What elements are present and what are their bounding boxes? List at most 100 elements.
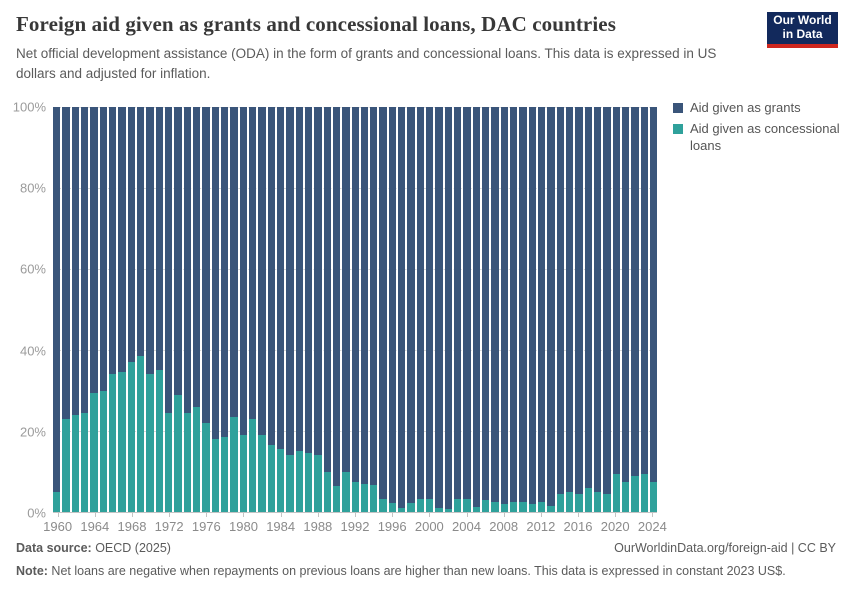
segment-loans-1965[interactable]: [99, 390, 107, 512]
segment-loans-1971[interactable]: [155, 370, 163, 512]
bar-1970[interactable]: [146, 107, 154, 512]
segment-loans-2011[interactable]: [528, 503, 537, 512]
bar-2022[interactable]: [631, 107, 639, 512]
segment-loans-2001[interactable]: [435, 507, 443, 512]
legend-item-loans[interactable]: Aid given as concessional loans: [673, 121, 847, 154]
owid-logo[interactable]: Our World in Data: [767, 12, 838, 48]
segment-grants-1982[interactable]: [258, 107, 266, 436]
segment-loans-1978[interactable]: [220, 437, 229, 512]
segment-grants-2006[interactable]: [482, 107, 490, 500]
bar-1986[interactable]: [295, 107, 303, 512]
segment-grants-1989[interactable]: [323, 107, 331, 472]
segment-grants-1965[interactable]: [99, 107, 107, 391]
bar-2011[interactable]: [528, 107, 537, 512]
segment-grants-1983[interactable]: [267, 107, 275, 446]
bar-1988[interactable]: [314, 107, 322, 512]
segment-loans-1997[interactable]: [398, 507, 406, 512]
segment-loans-1969[interactable]: [136, 356, 145, 512]
segment-grants-1999[interactable]: [416, 107, 425, 499]
segment-grants-2018[interactable]: [594, 107, 602, 492]
segment-grants-2015[interactable]: [566, 107, 574, 492]
segment-loans-2016[interactable]: [575, 493, 583, 512]
segment-loans-1962[interactable]: [71, 414, 79, 512]
segment-loans-1960[interactable]: [53, 491, 61, 512]
segment-grants-1976[interactable]: [202, 107, 210, 423]
segment-loans-1993[interactable]: [360, 483, 369, 512]
segment-loans-1975[interactable]: [192, 406, 201, 512]
bar-1966[interactable]: [108, 107, 117, 512]
segment-loans-1961[interactable]: [62, 418, 70, 512]
segment-loans-2005[interactable]: [472, 506, 481, 512]
segment-loans-2019[interactable]: [603, 493, 611, 512]
segment-grants-1973[interactable]: [174, 107, 182, 395]
bar-1976[interactable]: [202, 107, 210, 512]
bar-2002[interactable]: [444, 107, 453, 512]
bar-2015[interactable]: [566, 107, 574, 512]
segment-grants-1974[interactable]: [183, 107, 191, 413]
bar-2010[interactable]: [519, 107, 527, 512]
segment-grants-2009[interactable]: [510, 107, 518, 502]
segment-grants-2011[interactable]: [528, 107, 537, 504]
segment-grants-1987[interactable]: [304, 107, 313, 454]
segment-grants-1986[interactable]: [295, 107, 303, 452]
segment-grants-2010[interactable]: [519, 107, 527, 502]
bar-1960[interactable]: [53, 107, 61, 512]
segment-grants-2012[interactable]: [538, 107, 546, 502]
segment-loans-1976[interactable]: [202, 422, 210, 512]
bar-1969[interactable]: [136, 107, 145, 512]
segment-loans-1981[interactable]: [248, 418, 257, 512]
segment-loans-1986[interactable]: [295, 451, 303, 512]
segment-loans-1977[interactable]: [211, 439, 219, 512]
bar-1982[interactable]: [258, 107, 266, 512]
bar-2019[interactable]: [603, 107, 611, 512]
segment-grants-2005[interactable]: [472, 107, 481, 507]
segment-loans-2017[interactable]: [584, 487, 593, 512]
bar-2003[interactable]: [454, 107, 462, 512]
segment-grants-1980[interactable]: [239, 107, 247, 436]
bar-2000[interactable]: [426, 107, 434, 512]
bar-1973[interactable]: [174, 107, 182, 512]
bar-1996[interactable]: [388, 107, 397, 512]
segment-grants-1962[interactable]: [71, 107, 79, 415]
bar-1961[interactable]: [62, 107, 70, 512]
segment-loans-1987[interactable]: [304, 453, 313, 512]
segment-loans-1992[interactable]: [351, 482, 359, 512]
segment-loans-1964[interactable]: [90, 392, 98, 512]
bar-1992[interactable]: [351, 107, 359, 512]
bar-1984[interactable]: [276, 107, 285, 512]
bar-2021[interactable]: [622, 107, 630, 512]
bar-2018[interactable]: [594, 107, 602, 512]
legend-item-grants[interactable]: Aid given as grants: [673, 100, 847, 116]
segment-loans-1989[interactable]: [323, 471, 331, 512]
segment-grants-2007[interactable]: [491, 107, 499, 502]
bar-1965[interactable]: [99, 107, 107, 512]
segment-loans-2007[interactable]: [491, 501, 499, 512]
segment-loans-1999[interactable]: [416, 498, 425, 512]
segment-grants-1970[interactable]: [146, 107, 154, 375]
segment-grants-1996[interactable]: [388, 107, 397, 503]
bar-1998[interactable]: [407, 107, 415, 512]
attribution-link[interactable]: OurWorldinData.org/foreign-aid | CC BY: [614, 541, 836, 555]
segment-grants-1963[interactable]: [80, 107, 89, 413]
segment-grants-2013[interactable]: [547, 107, 555, 506]
bar-1963[interactable]: [80, 107, 89, 512]
bar-2024[interactable]: [650, 107, 658, 512]
segment-loans-1998[interactable]: [407, 503, 415, 512]
bar-2017[interactable]: [584, 107, 593, 512]
segment-grants-2022[interactable]: [631, 107, 639, 476]
segment-grants-1990[interactable]: [332, 107, 341, 486]
segment-grants-1977[interactable]: [211, 107, 219, 440]
segment-loans-1991[interactable]: [342, 471, 350, 512]
segment-grants-2004[interactable]: [463, 107, 471, 499]
segment-grants-2000[interactable]: [426, 107, 434, 500]
segment-loans-1994[interactable]: [370, 484, 378, 512]
segment-loans-1996[interactable]: [388, 502, 397, 512]
bar-1995[interactable]: [379, 107, 387, 512]
segment-loans-1973[interactable]: [174, 394, 182, 512]
bar-2009[interactable]: [510, 107, 518, 512]
bar-1967[interactable]: [118, 107, 126, 512]
bar-1980[interactable]: [239, 107, 247, 512]
bar-1981[interactable]: [248, 107, 257, 512]
bar-1994[interactable]: [370, 107, 378, 512]
bar-1989[interactable]: [323, 107, 331, 512]
